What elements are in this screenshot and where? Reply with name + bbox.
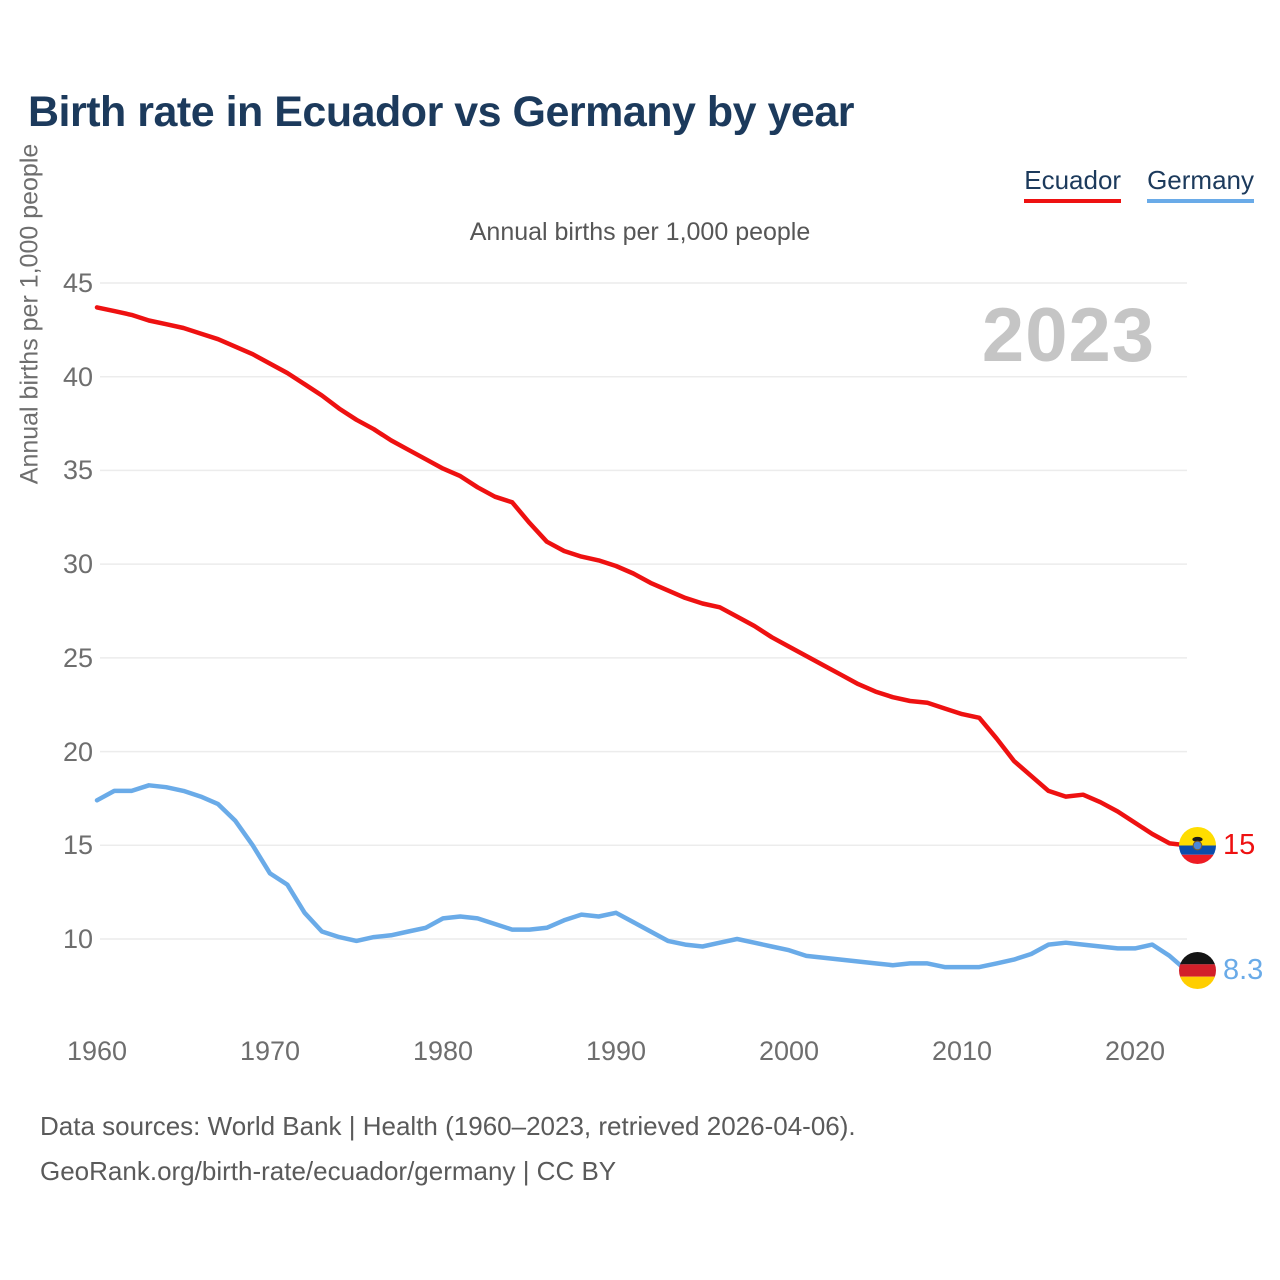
legend-item-germany[interactable]: Germany [1147,165,1254,203]
page-title: Birth rate in Ecuador vs Germany by year [28,88,855,136]
x-tick-2000: 2000 [758,1036,820,1066]
y-tick-20: 20 [62,736,93,767]
y-tick-45: 45 [62,268,93,298]
footer-sources-line: Data sources: World Bank | Health (1960–… [40,1111,856,1141]
y-tick-10: 10 [62,924,93,954]
y-tick-15: 15 [62,830,93,861]
x-tick-2010: 2010 [931,1036,993,1066]
x-tick-1990: 1990 [585,1036,647,1066]
ecuador-flag-icon [1179,826,1216,864]
footer: Data sources: World Bank | Health (1960–… [40,1104,856,1194]
end-value-ecuador: 15 [1223,828,1256,861]
footer-attribution-line: GeoRank.org/birth-rate/ecuador/germany |… [40,1156,617,1186]
end-value-germany: 8.3 [1223,954,1264,987]
series-line-germany[interactable] [94,783,1190,974]
chart-subtitle: Annual births per 1,000 people [469,218,811,246]
x-tick-2020: 2020 [1104,1036,1166,1066]
x-tick-1960: 1960 [66,1036,128,1066]
end-label-ecuador: 15 [1179,826,1256,864]
germany-flag-icon [1179,952,1216,990]
legend-item-ecuador[interactable]: Ecuador [1024,165,1122,203]
y-tick-40: 40 [62,361,93,392]
y-tick-35: 35 [62,455,93,486]
watermark-year: 2023 [981,293,1155,378]
end-label-germany: 8.3 [1179,952,1264,990]
y-tick-25: 25 [62,642,93,673]
x-tick-1970: 1970 [239,1036,301,1066]
series-line-ecuador[interactable] [94,305,1190,848]
x-tick-1980: 1980 [412,1036,474,1066]
y-tick-30: 30 [62,549,93,580]
legend: Ecuador Germany [1024,165,1254,203]
